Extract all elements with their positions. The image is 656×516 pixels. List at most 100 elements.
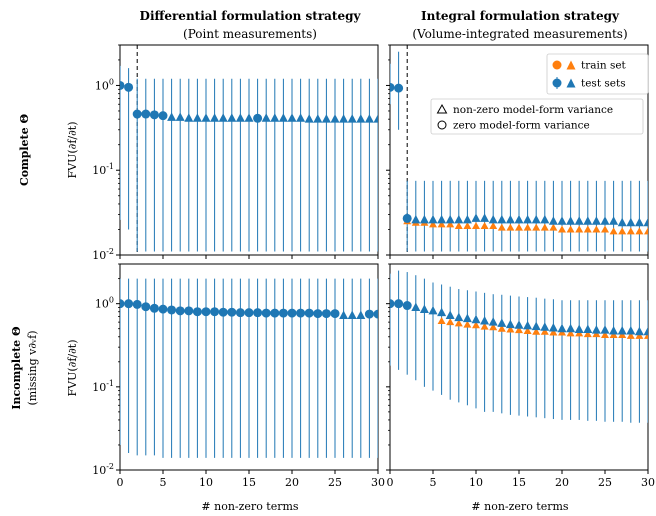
train-point (540, 327, 549, 335)
test-point (347, 310, 357, 320)
train-point (575, 225, 584, 233)
test-point (617, 325, 627, 335)
test-point (514, 214, 524, 224)
legend-circle-label: zero model-form variance (453, 120, 590, 132)
col-subtitle-right: (Volume-integrated measurements) (412, 27, 627, 41)
test-point (437, 307, 447, 317)
test-point (566, 323, 576, 333)
test-point (304, 114, 314, 123)
train-point (583, 330, 592, 338)
test-point (296, 308, 306, 318)
test-point (201, 307, 211, 317)
legend-train-label: train set (581, 60, 627, 72)
train-point (618, 331, 627, 339)
train-point (523, 326, 532, 334)
test-point (313, 114, 323, 123)
train-point (480, 221, 489, 229)
col-subtitle-left: (Point measurements) (183, 27, 317, 41)
test-point (278, 113, 288, 122)
xtick-label: 25 (328, 476, 342, 489)
ytick-exponent: 0 (109, 296, 114, 305)
test-point (124, 299, 134, 309)
train-point (472, 221, 480, 229)
test-point (445, 214, 455, 224)
train-point (446, 220, 455, 228)
ylabel-bottom: FVU(∂f/∂t) (66, 339, 79, 396)
train-point (635, 331, 644, 339)
test-point (574, 216, 584, 225)
xtick-label: 5 (430, 476, 437, 489)
xlabel-right: # non-zero terms (471, 500, 569, 513)
test-point (583, 216, 593, 225)
legend-test-triangle-marker (566, 78, 576, 88)
test-point (402, 213, 412, 223)
test-point (278, 308, 288, 318)
train-point (429, 220, 437, 228)
test-point (270, 308, 280, 318)
train-point (558, 225, 566, 233)
legend-test-circle-marker (552, 78, 562, 88)
test-point (548, 216, 558, 225)
test-point (210, 113, 220, 122)
train-point (497, 324, 506, 332)
test-point (218, 307, 228, 317)
test-point (120, 299, 125, 309)
ytick-label: 10-2 (92, 247, 114, 262)
train-point (532, 327, 541, 335)
test-point (175, 306, 185, 316)
train-point (592, 225, 601, 233)
panel-incomplete-integral: 0 5 10 15 20 25 30 (386, 263, 655, 489)
test-point (523, 320, 533, 330)
test-point (124, 82, 134, 92)
test-point (419, 304, 429, 314)
test-point (253, 308, 263, 318)
row-sublabel-bottom: (missing v∂ᵥf) (26, 330, 39, 405)
legend-markers-box (430, 98, 644, 135)
test-point (411, 214, 421, 224)
xtick-label: 10 (469, 476, 483, 489)
legend-train-circle-marker (552, 60, 562, 70)
test-point (394, 83, 404, 93)
panel-plot-area (390, 45, 648, 255)
test-point (462, 214, 472, 224)
xtick-label: 15 (512, 476, 526, 489)
test-point (523, 214, 533, 224)
test-point (120, 80, 125, 90)
ytick-exponent: -1 (106, 162, 114, 171)
test-point (548, 322, 558, 332)
train-point (523, 223, 532, 231)
ytick-label: 10-1 (92, 379, 114, 394)
test-point (201, 113, 211, 122)
test-point (373, 114, 378, 123)
test-point (643, 326, 648, 336)
test-point (566, 216, 576, 225)
test-point (141, 109, 151, 119)
xtick-label: 5 (160, 476, 167, 489)
legend-train-triangle-marker (566, 60, 576, 70)
test-point (287, 308, 297, 318)
train-point (583, 225, 592, 233)
test-point (540, 322, 550, 331)
panel-plot-area (390, 270, 648, 423)
ytick-exponent: 0 (109, 77, 114, 86)
train-point (601, 331, 609, 339)
ytick-exponent: -1 (106, 379, 114, 388)
train-point (515, 223, 523, 231)
test-point (531, 214, 541, 224)
test-point (227, 113, 237, 122)
test-point (626, 217, 636, 227)
test-point (390, 82, 395, 92)
test-point (330, 114, 340, 123)
test-point (454, 312, 464, 322)
panel-plot-area (120, 278, 378, 458)
test-point (471, 213, 481, 222)
test-point (339, 114, 349, 123)
panel-plot-area (120, 45, 378, 255)
legend-sets: train set test sets (546, 53, 649, 95)
test-point (261, 113, 271, 122)
test-point (210, 307, 220, 317)
test-point (373, 309, 378, 319)
xtick-label: 20 (285, 476, 299, 489)
xlabel-left: # non-zero terms (201, 500, 299, 513)
test-point (428, 214, 438, 224)
